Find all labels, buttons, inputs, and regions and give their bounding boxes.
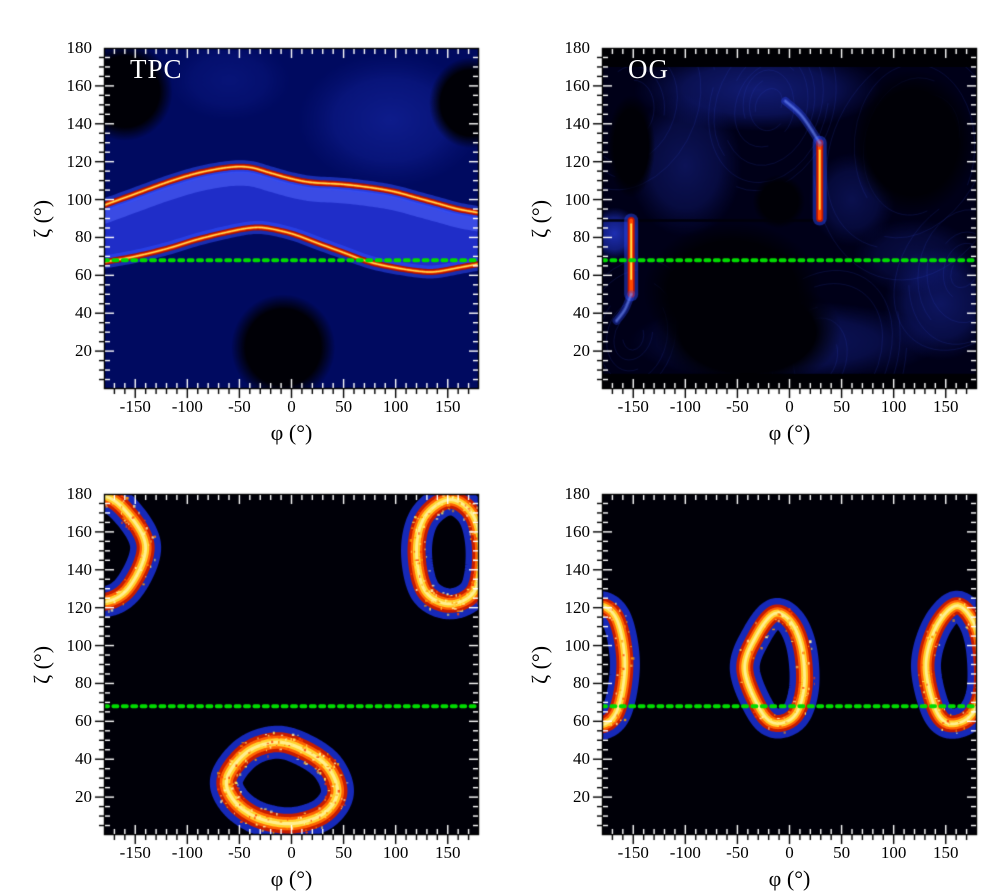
- y-tick-label: 160: [66, 521, 93, 541]
- x-axis-label: φ (°): [270, 866, 313, 891]
- y-tick-label: 60: [573, 711, 590, 731]
- y-tick-label: 80: [573, 673, 590, 693]
- panel-bottom-left: φ (°) ζ (°) 20 40 60 80 100 120 140 160 180 -150…: [0, 446, 498, 892]
- y-tick-label: 100: [564, 635, 591, 655]
- x-tick-label: 100: [382, 397, 409, 416]
- x-tick-label: 50: [833, 397, 851, 416]
- y-tick-label: 180: [66, 484, 93, 503]
- y-tick-label: 80: [75, 227, 92, 247]
- y-tick-label: 180: [66, 38, 93, 57]
- y-tick-label: 100: [66, 189, 93, 209]
- y-tick-label: 140: [66, 559, 93, 579]
- panel-top-left: TPC φ (°) ζ (°) 20 40 60 80 100 120 140 160 180 …: [0, 0, 498, 446]
- x-tick-label: 150: [933, 397, 959, 416]
- x-tick-label: -150: [119, 397, 151, 416]
- y-tick-label: 140: [564, 113, 591, 133]
- y-tick-label: 20: [75, 787, 92, 807]
- x-tick-label: 50: [335, 397, 353, 416]
- x-tick-label: -50: [726, 397, 749, 416]
- x-tick-label: 0: [287, 397, 296, 416]
- y-tick-label: 100: [66, 635, 93, 655]
- x-axis-label: φ (°): [768, 866, 811, 891]
- y-tick-label: 120: [564, 597, 591, 617]
- x-tick-label: -50: [228, 843, 251, 862]
- y-tick-label: 40: [573, 749, 590, 769]
- y-tick-label: 20: [75, 341, 92, 361]
- x-tick-label: -50: [228, 397, 251, 416]
- y-tick-label: 160: [564, 75, 591, 95]
- x-tick-label: 150: [435, 843, 461, 862]
- y-tick-label: 140: [66, 113, 93, 133]
- panel-bottom-right: φ (°) ζ (°) 20 40 60 80 100 120 140 160 180 -150…: [498, 446, 996, 892]
- y-tick-label: 80: [75, 673, 92, 693]
- x-tick-label: -100: [669, 843, 701, 862]
- y-tick-label: 180: [564, 38, 591, 57]
- y-tick-label: 180: [564, 484, 591, 503]
- x-tick-label: -150: [617, 843, 649, 862]
- y-tick-label: 120: [66, 151, 93, 171]
- heatmap-canvas-bottom-left: [0, 446, 498, 892]
- x-tick-label: -100: [669, 397, 701, 416]
- x-tick-label: 100: [880, 397, 907, 416]
- y-tick-label: 60: [75, 265, 92, 285]
- y-tick-label: 40: [573, 303, 590, 323]
- x-tick-label: 150: [435, 397, 461, 416]
- x-tick-label: 0: [287, 843, 296, 862]
- panel-top-right: OG φ (°) ζ (°) 20 40 60 80 100 120 140 160 180 -…: [498, 0, 996, 446]
- x-tick-label: 0: [785, 397, 794, 416]
- y-tick-label: 140: [564, 559, 591, 579]
- y-tick-label: 160: [66, 75, 93, 95]
- panel-title-tpc: TPC: [130, 54, 183, 84]
- y-tick-label: 20: [573, 787, 590, 807]
- heatmap-canvas-og: [498, 0, 996, 446]
- y-tick-label: 40: [75, 303, 92, 323]
- y-tick-label: 40: [75, 749, 92, 769]
- y-tick-label: 120: [66, 597, 93, 617]
- x-tick-label: 150: [933, 843, 959, 862]
- x-tick-label: 0: [785, 843, 794, 862]
- x-tick-label: -150: [119, 843, 151, 862]
- y-tick-label: 120: [564, 151, 591, 171]
- x-tick-label: -100: [171, 843, 203, 862]
- x-tick-label: -100: [171, 397, 203, 416]
- x-tick-label: 100: [880, 843, 907, 862]
- x-tick-label: 50: [833, 843, 851, 862]
- x-tick-label: -50: [726, 843, 749, 862]
- x-tick-label: 100: [382, 843, 409, 862]
- y-tick-label: 80: [573, 227, 590, 247]
- heatmap-canvas-bottom-right: [498, 446, 996, 892]
- y-tick-label: 60: [75, 711, 92, 731]
- x-axis-label: φ (°): [768, 420, 811, 445]
- heatmap-canvas-tpc: [0, 0, 498, 446]
- y-tick-label: 160: [564, 521, 591, 541]
- panel-title-og: OG: [628, 54, 669, 84]
- y-tick-label: 20: [573, 341, 590, 361]
- x-tick-label: -150: [617, 397, 649, 416]
- y-tick-label: 60: [573, 265, 590, 285]
- x-axis-label: φ (°): [270, 420, 313, 445]
- y-tick-label: 100: [564, 189, 591, 209]
- x-tick-label: 50: [335, 843, 353, 862]
